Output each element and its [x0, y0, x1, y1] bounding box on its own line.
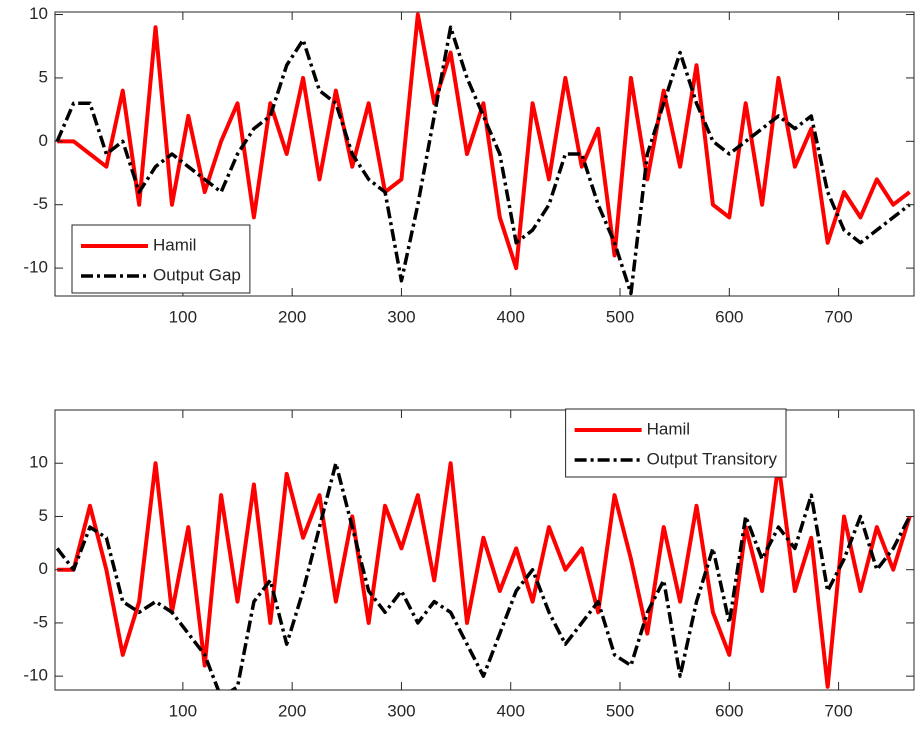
legend-label: Output Gap	[153, 265, 241, 284]
legend-label: Hamil	[647, 419, 690, 438]
x-tick-label: 300	[387, 307, 415, 326]
y-tick-label: 5	[39, 67, 48, 86]
legend: Hamil Output Gap	[71, 224, 251, 294]
x-tick-label: 600	[715, 307, 743, 326]
y-tick-label: 5	[39, 506, 48, 525]
x-tick-label: 300	[387, 701, 415, 720]
legend-box	[71, 224, 251, 294]
x-tick-label: 100	[169, 701, 197, 720]
y-tick-label: -10	[23, 258, 48, 277]
x-tick-label: 100	[169, 307, 197, 326]
x-tick-label: 700	[824, 701, 852, 720]
plot-area	[55, 12, 911, 296]
x-tick-label: 200	[278, 307, 306, 326]
axes-box	[54, 409, 915, 691]
plot-area	[55, 461, 912, 690]
y-tick-label: -5	[33, 194, 48, 213]
y-tick-label: 0	[39, 131, 48, 150]
y-tick-label: -5	[33, 612, 48, 631]
series-line	[57, 12, 911, 271]
x-tick-label: 200	[278, 701, 306, 720]
y-tick-label: 10	[29, 453, 48, 472]
series-line	[55, 25, 911, 296]
x-tick-label: 400	[497, 701, 525, 720]
x-tick-label: 700	[824, 307, 852, 326]
x-tick-label: 500	[606, 307, 634, 326]
x-tick-label: 600	[715, 701, 743, 720]
series-line	[55, 461, 912, 690]
x-tick-label: 400	[497, 307, 525, 326]
x-tick-label: 500	[606, 701, 634, 720]
legend-label: Hamil	[153, 235, 196, 254]
y-tick-label: 0	[39, 559, 48, 578]
legend: Hamil Output Transitory	[565, 408, 787, 478]
y-tick-label: 10	[29, 4, 48, 23]
legend-box	[565, 408, 787, 478]
y-tick-label: -10	[23, 666, 48, 685]
axes-box	[54, 11, 915, 297]
legend-label: Output Transitory	[647, 449, 778, 468]
